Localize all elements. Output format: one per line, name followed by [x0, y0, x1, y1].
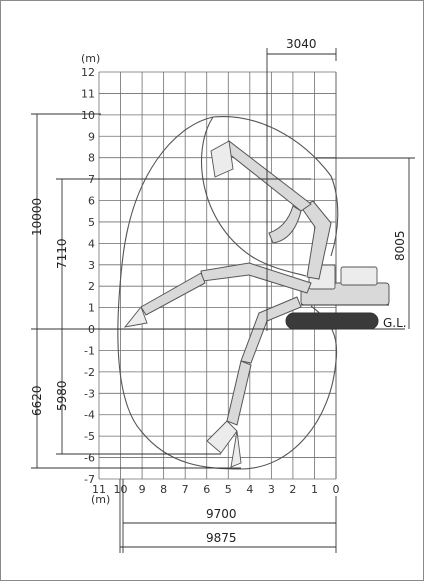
x-tick-label: 4	[246, 483, 253, 496]
crawler-track	[285, 312, 379, 330]
x-tick-label: 11	[92, 483, 106, 496]
inner-envelope	[200, 116, 307, 277]
y-tick-label: 10	[81, 109, 95, 122]
x-tick-label: 2	[289, 483, 296, 496]
bottom-reach-value-2: 9875	[206, 531, 237, 545]
left-inner-depth-value: 5980	[55, 380, 69, 411]
x-tick-label: 5	[225, 483, 232, 496]
bottom-reach-value-1: 9700	[206, 507, 237, 521]
y-tick-label: 0	[88, 323, 95, 336]
boom-pose-reach	[123, 262, 312, 328]
x-tick-label: 9	[139, 483, 146, 496]
engine-hood	[340, 266, 378, 286]
y-tick-label: 8	[88, 152, 95, 165]
x-tick-label: 8	[160, 483, 167, 496]
y-tick-label: -4	[84, 409, 95, 422]
x-tick-label: 0	[333, 483, 340, 496]
y-tick-label: -2	[84, 366, 95, 379]
left-outer-height-value: 10000	[30, 198, 44, 236]
y-tick-label: 7	[88, 173, 95, 186]
left-outer-depth-value: 6620	[30, 385, 44, 416]
x-axis-ticks: 11 10 9 8 7 6 5 4 3 2 1 0	[92, 483, 340, 496]
y-tick-label: 3	[88, 259, 95, 272]
y-tick-label: -7	[84, 473, 95, 486]
y-tick-label: -6	[84, 452, 95, 465]
y-tick-label: 4	[88, 237, 95, 250]
y-tick-label: 9	[88, 130, 95, 143]
y-tick-label: -3	[84, 387, 95, 400]
y-tick-label: 11	[81, 87, 95, 100]
working-envelope	[117, 116, 339, 470]
y-tick-label: 6	[88, 195, 95, 208]
y-tick-label: 2	[88, 280, 95, 293]
x-tick-label: 7	[182, 483, 189, 496]
boom-pose-low	[206, 296, 302, 468]
y-tick-label: 12	[81, 66, 95, 79]
excavator	[285, 264, 390, 330]
top-dimension-value: 3040	[286, 37, 317, 51]
x-unit-label: (m)	[91, 493, 110, 506]
x-tick-label: 6	[203, 483, 210, 496]
y-tick-label: -5	[84, 430, 95, 443]
right-dimension-value: 8005	[393, 230, 407, 261]
y-tick-label: 5	[88, 216, 95, 229]
y-tick-label: 1	[88, 302, 95, 315]
ground-level-label: G.L.	[383, 316, 407, 330]
x-tick-label: 10	[114, 483, 128, 496]
y-tick-label: -1	[84, 344, 95, 357]
x-tick-label: 3	[268, 483, 275, 496]
y-unit-label: (m)	[81, 52, 100, 65]
x-tick-label: 1	[311, 483, 318, 496]
left-inner-height-value: 7110	[55, 238, 69, 269]
